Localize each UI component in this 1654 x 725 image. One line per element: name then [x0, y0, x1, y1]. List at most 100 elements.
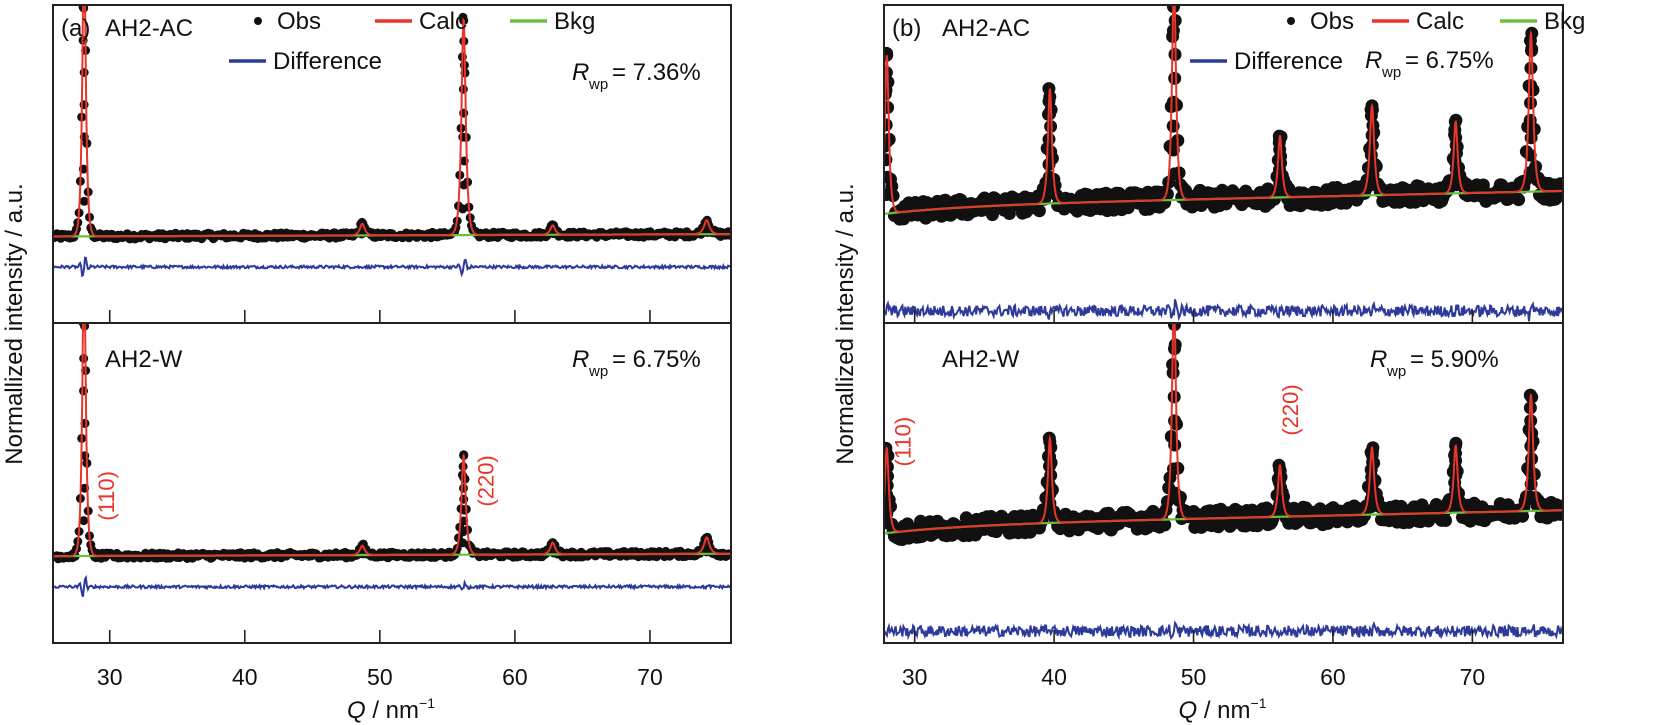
sample-label: AH2-W	[105, 346, 183, 373]
legend-label: Bkg	[554, 8, 595, 35]
obs-point	[79, 289, 88, 298]
subplot-ah2-ac	[884, 5, 1563, 322]
rwp-subscript: wp	[1386, 363, 1406, 380]
difference-line	[53, 574, 731, 598]
legend-item-calc: Calc	[375, 8, 467, 35]
obs-point	[458, 204, 468, 214]
obs-point	[1524, 96, 1537, 110]
x-tick-label: 70	[637, 664, 663, 690]
rwp-value: = 6.75%	[612, 346, 701, 373]
obs-point	[1523, 166, 1537, 180]
subplot-ah2-ac	[53, 5, 731, 278]
x-tick-label: 60	[1320, 664, 1346, 690]
panel-tag: (a)	[61, 15, 90, 42]
obs-point	[1523, 490, 1537, 504]
obs-point	[1439, 514, 1452, 527]
rwp-symbol: R	[1370, 346, 1387, 373]
legend-item-calc: Calc	[1372, 8, 1464, 35]
obs-point	[1512, 193, 1526, 207]
rwp-value: = 6.75%	[1405, 47, 1494, 74]
obs-point	[459, 180, 469, 190]
obs-series	[884, 5, 1563, 226]
rwp-symbol: R	[572, 59, 589, 86]
obs-point	[1043, 183, 1057, 197]
obs-point	[1524, 79, 1538, 92]
obs-point	[79, 68, 89, 77]
x-axis-label: Q / nm−1	[1179, 695, 1267, 724]
legend-item-obs: Obs	[1287, 8, 1354, 35]
obs-point	[79, 354, 89, 363]
obs-point	[884, 135, 893, 149]
calc-line	[53, 323, 731, 558]
obs-point	[1043, 459, 1056, 473]
rwp-subscript: wp	[1381, 64, 1401, 81]
legend-label: Calc	[419, 8, 467, 35]
rwp-subscript: wp	[588, 363, 608, 380]
obs-point	[1524, 61, 1538, 75]
x-tick-label: 40	[232, 664, 258, 690]
x-axis-symbol: Q	[347, 697, 366, 724]
legend-label: Calc	[1416, 8, 1464, 35]
x-tick-label: 70	[1460, 664, 1486, 690]
obs-point	[458, 84, 468, 94]
x-axis-unit: / nm	[366, 697, 419, 724]
obs-point	[459, 483, 468, 493]
y-axis-label: Normallized intensity / a.u.	[1, 183, 28, 464]
legend: Obs Calc Bkg Difference	[1190, 8, 1585, 75]
sample-label: AH2-AC	[105, 15, 193, 42]
obs-series	[884, 323, 1563, 546]
obs-point	[1158, 518, 1172, 532]
legend-label: Obs	[1310, 8, 1354, 35]
obs-point	[79, 516, 89, 526]
rwp-subscript: wp	[588, 76, 608, 93]
x-tick-label: 60	[502, 664, 528, 690]
obs-point	[1524, 439, 1538, 453]
obs-point	[1524, 414, 1538, 428]
obs-point	[1032, 204, 1046, 218]
rwp-value: = 7.36%	[612, 59, 701, 86]
y-axis-label: Normallized intensity / a.u.	[832, 183, 859, 464]
sample-label: AH2-AC	[942, 15, 1030, 42]
calc-line	[884, 323, 1563, 533]
rwp-value: = 5.90%	[1410, 346, 1499, 373]
obs-point	[459, 472, 469, 482]
subplot-ah2-w	[53, 289, 731, 598]
hkl-annotation: (220)	[473, 455, 498, 506]
calc-line	[884, 5, 1563, 214]
x-axis-label: Q / nm−1	[347, 695, 435, 724]
legend-label: Difference	[273, 48, 382, 75]
obs-point	[1168, 71, 1182, 85]
obs-point	[1365, 128, 1379, 142]
legend-item-obs: Obs	[254, 8, 321, 35]
obs-series	[53, 289, 731, 564]
obs-point	[1044, 145, 1058, 159]
rwp-symbol: R	[572, 346, 589, 373]
sample-label: AH2-W	[942, 346, 1020, 373]
x-axis-unit: / nm	[1197, 697, 1250, 724]
legend-label: Obs	[277, 8, 321, 35]
legend-dot-icon	[254, 17, 262, 25]
x-tick-label: 50	[1181, 664, 1207, 690]
hkl-annotation: (220)	[1278, 384, 1303, 435]
legend: Obs Calc Bkg Difference	[229, 8, 595, 75]
x-tick-label: 40	[1041, 664, 1067, 690]
obs-point	[1166, 95, 1180, 109]
x-tick-label: 30	[97, 664, 123, 690]
legend-item-bkg: Bkg	[510, 8, 595, 35]
hkl-annotation: (110)	[94, 471, 119, 521]
obs-point	[884, 118, 893, 132]
x-axis-unit-exponent: −1	[419, 695, 435, 711]
legend-item-bkg: Bkg	[1500, 8, 1585, 35]
legend-dot-icon	[1287, 17, 1295, 25]
obs-point	[725, 550, 731, 560]
legend-label: Difference	[1234, 48, 1343, 75]
subplot-ah2-w	[884, 323, 1563, 641]
difference-line	[53, 256, 731, 278]
obs-point	[458, 538, 468, 548]
